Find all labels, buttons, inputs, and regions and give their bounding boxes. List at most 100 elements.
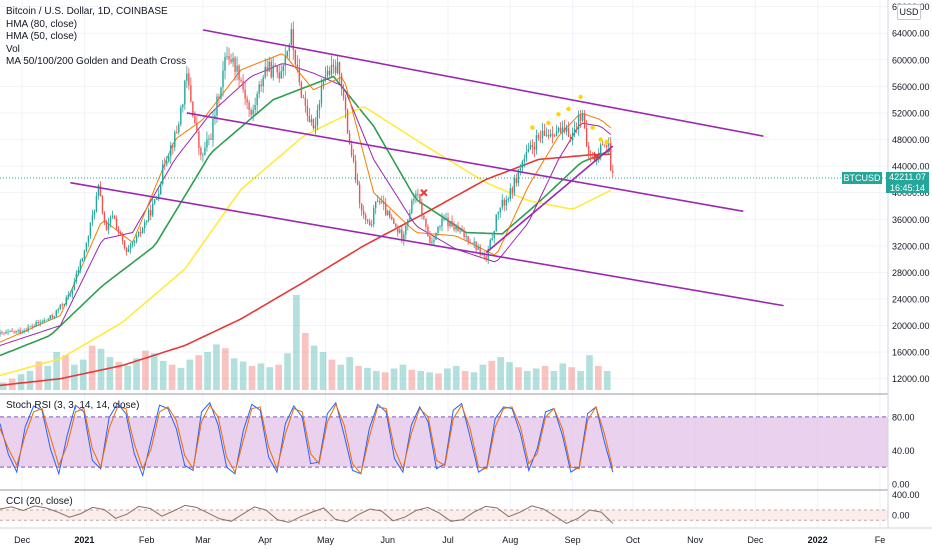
candle-body [429,236,431,243]
volume-bar [568,367,576,390]
candle-body [280,71,282,79]
candle-body [356,179,359,185]
candle-body [41,321,43,323]
signal-dot [578,94,583,100]
volume-bar [239,361,247,390]
candle-body [29,326,31,328]
candle-body [298,67,301,83]
candle-body [190,85,192,102]
y-tick-label: 52000.00 [892,108,930,118]
volume-bar [213,344,220,390]
candle-body [435,232,437,240]
currency-unit-button[interactable]: USD [897,4,921,20]
legend-indicator-hma50[interactable]: HMA (50, close) [6,31,78,42]
candle-body [184,80,186,105]
candle-body [509,188,512,199]
candle-body [447,217,449,227]
candle-body [569,137,572,141]
candle-body [417,193,419,195]
candle-body [137,231,140,237]
y-tick-label: 44000.00 [892,162,930,172]
legend-indicator-vol[interactable]: Vol [6,43,20,55]
candle-body [149,210,152,216]
candle-body [439,226,441,228]
candle-body [537,135,540,138]
volume-bar [266,367,274,390]
last-price-box: 42211.07 16:45:14 [886,172,929,193]
volume-bar [168,364,176,390]
candle-body [413,199,415,201]
candle-body [521,161,524,169]
candle-body [264,66,266,78]
y-tick-label: 56000.00 [892,82,930,92]
candle-body [31,326,33,328]
candle-body [290,29,293,45]
stoch-line-d [0,403,614,475]
candle-body [45,319,47,321]
candle-body [258,84,260,94]
y-tick-label: 12000.00 [892,374,930,384]
volume-bar [328,359,336,390]
y-tick-label: 32000.00 [892,241,930,251]
stoch-rsi-label[interactable]: Stoch RSI (3, 3, 14, 14, close) [6,400,140,411]
candle-body [370,224,373,226]
time-axis[interactable]: Dec 2021 Feb Mar Apr May Jun Jul Aug Sep Oct Nov Dec… [0,527,932,545]
candle-body [292,29,295,51]
candle-body [433,239,435,242]
cci-label[interactable]: CCI (20, close) [6,496,73,507]
volume-bar [284,353,291,390]
candle-body [228,56,230,60]
candle-body [236,65,238,72]
volume-bar [346,357,354,390]
price-axis[interactable]: 68000.0064000.0060000.0056000.0052000.00… [887,0,932,550]
candle-body [608,143,610,147]
candle-body [600,144,602,156]
candle-body [421,203,423,217]
candle-body [348,133,351,145]
legend-indicator-hma80[interactable]: HMA (80, close) [6,18,78,30]
cci-band [0,510,888,521]
candle-body [314,125,317,129]
candle-body [338,62,341,75]
candle-body [340,74,343,89]
legend-indicator-ma-cross[interactable]: MA 50/100/200 Golden and Death Cross [6,56,187,67]
candle-body [210,138,212,140]
trendlines[interactable] [70,29,784,307]
cci-y-tick-label: 0.00 [892,511,910,521]
candle-body [389,211,391,217]
y-tick-label: 20000.00 [892,321,930,331]
candle-body [583,113,586,128]
candle-body [401,229,403,241]
candle-body [198,131,200,149]
candle-body [561,127,564,133]
candle-body [69,294,72,296]
candle-body [587,146,590,155]
candle-body [610,143,612,171]
candle-body [304,97,307,106]
candle-body [495,214,497,232]
trendline-4 [485,145,614,254]
volume-bar [337,364,345,390]
legend-title[interactable]: Bitcoin / U.S. Dollar, 1D, COINBASE [6,6,168,17]
candle-body [336,62,339,73]
candle-body [272,65,274,78]
candle-body [312,119,315,129]
candle-body [318,103,321,111]
candle-body [385,203,387,216]
candle-body [308,115,311,123]
candle-body [310,119,313,123]
candle-body [47,318,49,320]
cross-marker [420,188,428,197]
ma-line-hma80 [0,63,612,346]
volume-bars [0,295,611,390]
candle-body [135,236,138,242]
candle-body [473,241,475,244]
volume-bar [470,372,478,390]
rsi-y-tick-label: 80.00 [892,412,915,422]
candle-body [585,127,588,147]
candle-body [33,325,35,327]
volume-bar [577,371,584,390]
candle-body [53,316,55,318]
candle-body [95,195,98,212]
